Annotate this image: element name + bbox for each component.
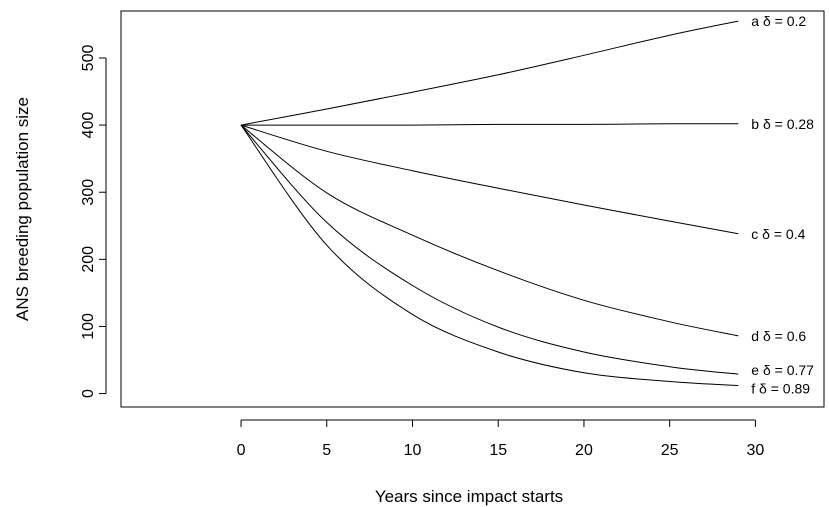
y-axis-title: ANS breeding population size (13, 97, 32, 321)
y-tick-label: 500 (80, 45, 97, 72)
plot-frame (120, 10, 825, 408)
x-tick-label: 25 (661, 442, 679, 459)
series-label-3: c δ = 0.4 (751, 226, 805, 242)
x-axis-title: Years since impact starts (375, 487, 563, 506)
series-line-3 (240, 124, 739, 235)
y-tick-label: 200 (80, 246, 97, 273)
series-label-1: a δ = 0.2 (751, 13, 806, 29)
series-line-5 (240, 124, 739, 375)
y-tick-label: 400 (80, 112, 97, 139)
x-tick-label: 20 (575, 442, 593, 459)
x-tick-label: 15 (489, 442, 507, 459)
series-label-4: d δ = 0.6 (751, 328, 806, 344)
y-tick-label: 0 (80, 389, 97, 398)
series-label-2: b δ = 0.28 (751, 116, 814, 132)
x-tick-label: 5 (322, 442, 331, 459)
series-line-6 (240, 124, 739, 386)
series-line-1 (240, 20, 739, 126)
y-axis: 0 100 200 300 400 500 (80, 45, 107, 398)
series-line-2 (241, 123, 739, 126)
x-axis: 0 5 10 15 20 25 30 (237, 419, 765, 459)
series-line-4 (240, 124, 739, 337)
series-label-5: e δ = 0.77 (751, 362, 814, 378)
series-label-6: f δ = 0.89 (751, 381, 810, 397)
x-tick-label: 0 (237, 442, 246, 459)
x-tick-label: 10 (404, 442, 422, 459)
y-tick-label: 300 (80, 179, 97, 206)
series-labels: a δ = 0.2 b δ = 0.28 c δ = 0.4 d δ = 0.6 e δ… (751, 13, 814, 396)
series-layer (240, 20, 739, 386)
y-tick-label: 100 (80, 313, 97, 340)
x-tick-label: 30 (747, 442, 765, 459)
